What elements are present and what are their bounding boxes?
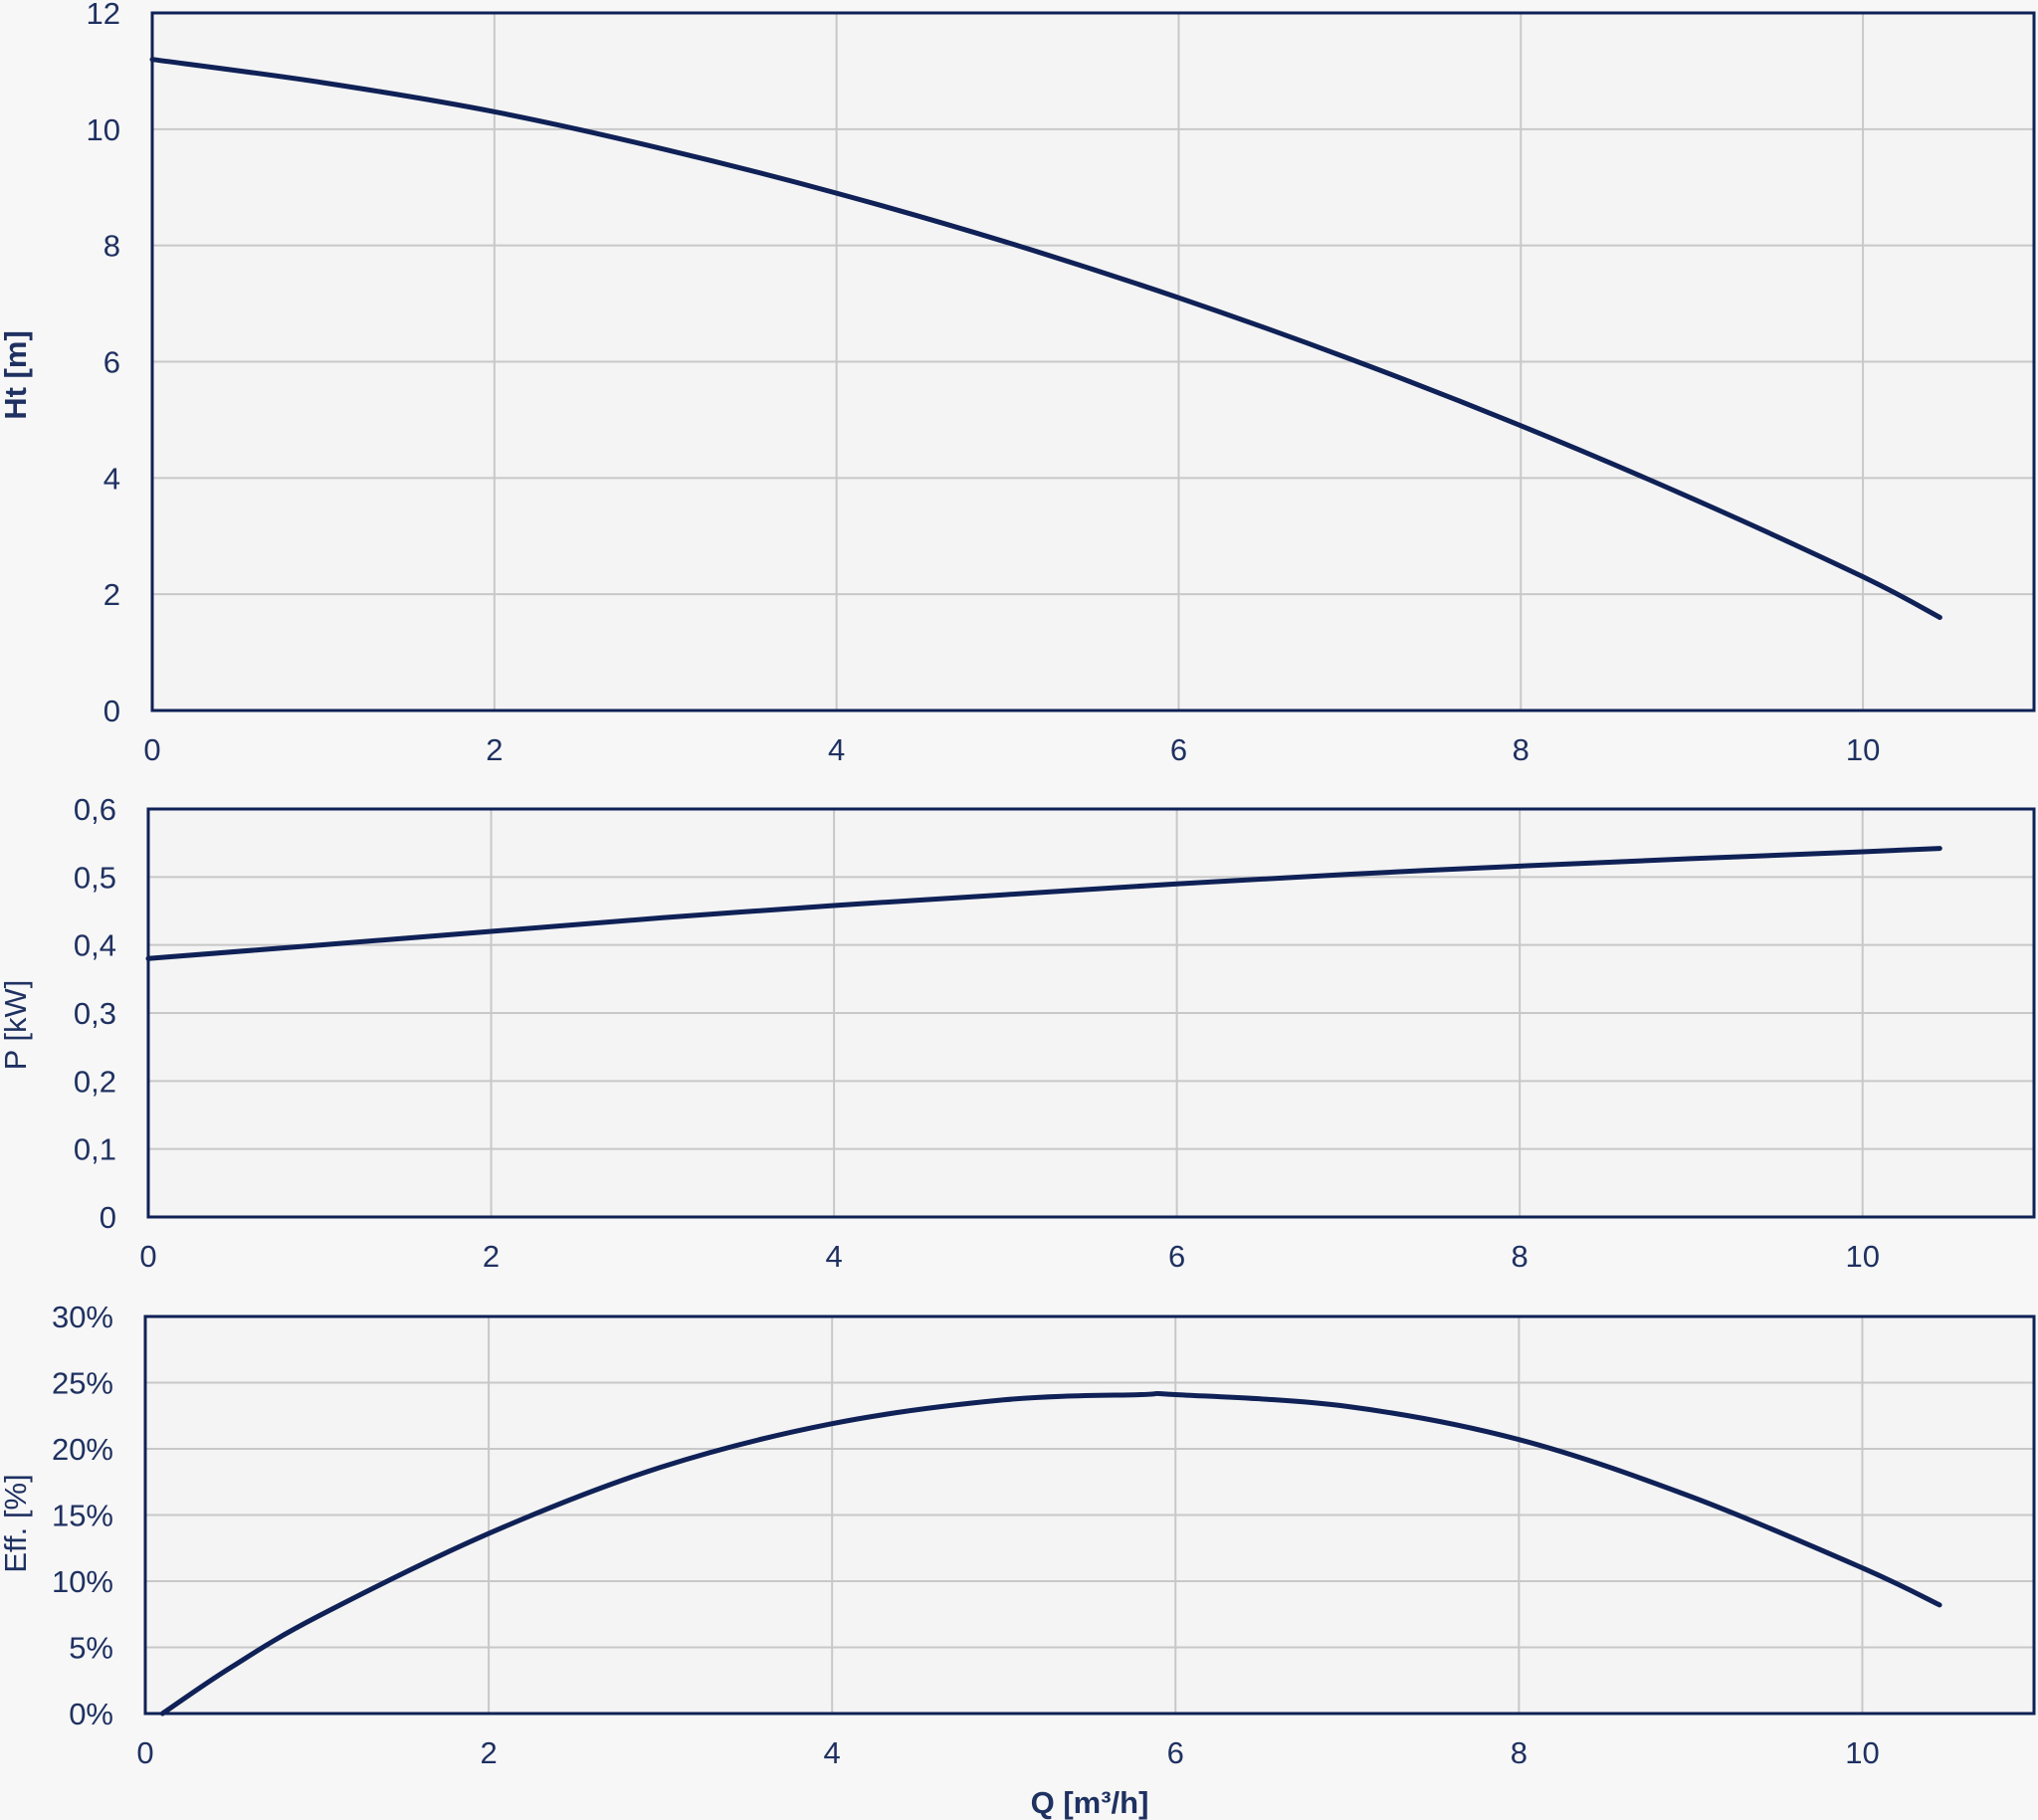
power-x-tick-label: 6 [1168, 1239, 1185, 1274]
head-y-tick-label: 4 [103, 461, 120, 496]
power-y-tick-label: 0,6 [74, 792, 116, 827]
efficiency-x-tick-label: 4 [824, 1735, 841, 1770]
head-x-tick-label: 6 [1170, 732, 1187, 767]
power-y-tick-label: 0,2 [74, 1064, 116, 1099]
head-chart: 0 2 4 6 8 10 12 0 2 4 6 8 10 Ht [m] [0, 0, 2036, 767]
power-y-tick-label: 0 [100, 1200, 116, 1235]
head-grid [150, 11, 2036, 712]
power-y-tick-label: 0,4 [74, 928, 116, 963]
efficiency-x-tick-label: 6 [1167, 1735, 1184, 1770]
efficiency-y-tick-label: 20% [52, 1432, 113, 1467]
head-y-tick-label: 10 [87, 112, 120, 147]
power-curve-group [145, 846, 1942, 961]
power-y-axis-title: P [kW] [0, 980, 33, 1071]
power-x-tick-label: 10 [1845, 1239, 1879, 1274]
head-y-tick-label: 0 [103, 694, 120, 728]
efficiency-x-tick-label: 2 [480, 1735, 497, 1770]
power-y-tick-label: 0,1 [74, 1132, 116, 1167]
efficiency-y-tick-label: 10% [52, 1564, 113, 1599]
head-x-tick-label: 2 [486, 732, 503, 767]
efficiency-y-tick-label: 15% [52, 1499, 113, 1533]
head-tick-labels: 0 2 4 6 8 10 12 0 2 4 6 8 10 [87, 0, 1881, 767]
head-plot-frame [150, 11, 2036, 712]
power-x-tick-label: 2 [483, 1239, 500, 1274]
head-x-tick-label: 8 [1513, 732, 1529, 767]
efficiency-plot-frame [143, 1314, 2036, 1716]
efficiency-x-tick-label: 10 [1845, 1735, 1879, 1770]
head-x-tick-label: 10 [1846, 732, 1880, 767]
power-y-tick-label: 0,3 [74, 996, 116, 1031]
head-y-tick-label: 8 [103, 229, 120, 264]
power-y-tick-label: 0,5 [74, 860, 116, 895]
power-x-tick-label: 8 [1512, 1239, 1528, 1274]
efficiency-y-tick-label: 30% [52, 1300, 113, 1334]
power-grid [146, 807, 2036, 1219]
power-series-line-0 [145, 846, 1942, 961]
head-series-line-0 [149, 57, 1942, 620]
head-curve-group [149, 57, 1942, 620]
head-y-tick-label: 12 [87, 0, 120, 31]
efficiency-curve-group [159, 1390, 1942, 1717]
efficiency-y-tick-label: 5% [69, 1631, 113, 1666]
x-axis-title: Q [m³/h] [1031, 1785, 1149, 1820]
efficiency-y-tick-label: 0% [69, 1697, 113, 1731]
power-plot-frame [146, 807, 2036, 1219]
efficiency-y-axis-title: Eff. [%] [0, 1474, 33, 1572]
power-x-tick-label: 4 [825, 1239, 842, 1274]
head-y-axis-title: Ht [m] [0, 330, 33, 420]
head-x-tick-label: 0 [143, 732, 160, 767]
efficiency-tick-labels: 0% 5% 10% 15% 20% 25% 30% 0 2 4 6 8 10 [52, 1300, 1880, 1770]
head-y-tick-label: 6 [103, 345, 120, 380]
head-x-tick-label: 4 [828, 732, 845, 767]
efficiency-x-tick-label: 0 [136, 1735, 153, 1770]
efficiency-series-line-0 [159, 1390, 1942, 1717]
power-tick-labels: 0 0,1 0,2 0,3 0,4 0,5 0,6 0 2 4 6 8 10 [74, 792, 1880, 1274]
power-chart: 0 0,1 0,2 0,3 0,4 0,5 0,6 0 2 4 6 8 10 P [kW] [0, 792, 2036, 1274]
power-x-tick-label: 0 [139, 1239, 156, 1274]
efficiency-x-tick-label: 8 [1511, 1735, 1528, 1770]
efficiency-chart: 0% 5% 10% 15% 20% 25% 30% 0 2 4 6 8 10 Eff. [%] Q [m… [0, 1300, 2036, 1820]
head-y-tick-label: 2 [103, 577, 120, 612]
efficiency-y-tick-label: 25% [52, 1366, 113, 1401]
efficiency-grid [143, 1314, 2036, 1716]
